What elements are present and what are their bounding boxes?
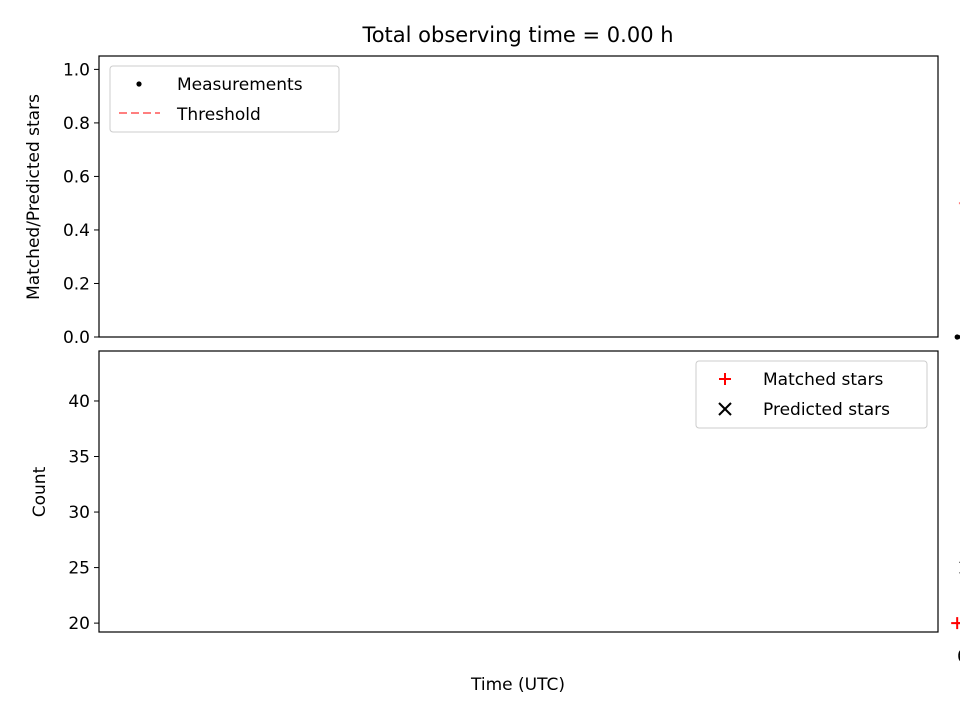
top-y-tick-label: 0.6: [63, 167, 90, 187]
bottom-y-tick-label: 30: [68, 503, 90, 523]
bottom-y-tick-label: 20: [68, 614, 90, 634]
top-y-tick-label: 0.2: [63, 274, 90, 294]
legend-threshold-label: Threshold: [176, 105, 261, 125]
bottom-y-axis-label: Count: [30, 466, 50, 517]
matched-star-point: [951, 617, 960, 629]
legend-predicted-label: Predicted stars: [763, 400, 890, 420]
top-y-tick-label: 0.8: [63, 114, 90, 134]
bottom-y-tick-label: 25: [68, 559, 90, 579]
top-legend: Measurements Threshold: [110, 66, 339, 132]
top-y-tick-label: 1.0: [63, 60, 90, 80]
bottom-legend: Matched stars Predicted stars: [696, 361, 927, 428]
bottom-y-tick-label: 35: [68, 448, 90, 468]
top-panel: 0.0 0.2 0.4 0.6 0.8 1.0 Matched/Predicted sta…: [24, 56, 960, 348]
bottom-y-axis: 20 25 30 35 40: [68, 392, 99, 634]
measurement-point: [955, 334, 960, 339]
bottom-x-axis-label: Time (UTC): [470, 675, 565, 695]
legend-measurements-label: Measurements: [177, 75, 303, 95]
top-y-tick-label: 0.0: [63, 328, 90, 348]
top-y-tick-label: 0.4: [63, 221, 90, 241]
bottom-plot-marks: [951, 362, 960, 629]
legend-matched-label: Matched stars: [763, 370, 883, 390]
figure-title: Total observing time = 0.00 h: [361, 23, 673, 47]
top-y-axis-label: Matched/Predicted stars: [24, 94, 44, 300]
top-y-axis: 0.0 0.2 0.4 0.6 0.8 1.0: [63, 60, 99, 348]
legend-measurements-marker: [136, 81, 141, 86]
bottom-y-tick-label: 40: [68, 392, 90, 412]
top-plot-marks: [955, 67, 960, 340]
